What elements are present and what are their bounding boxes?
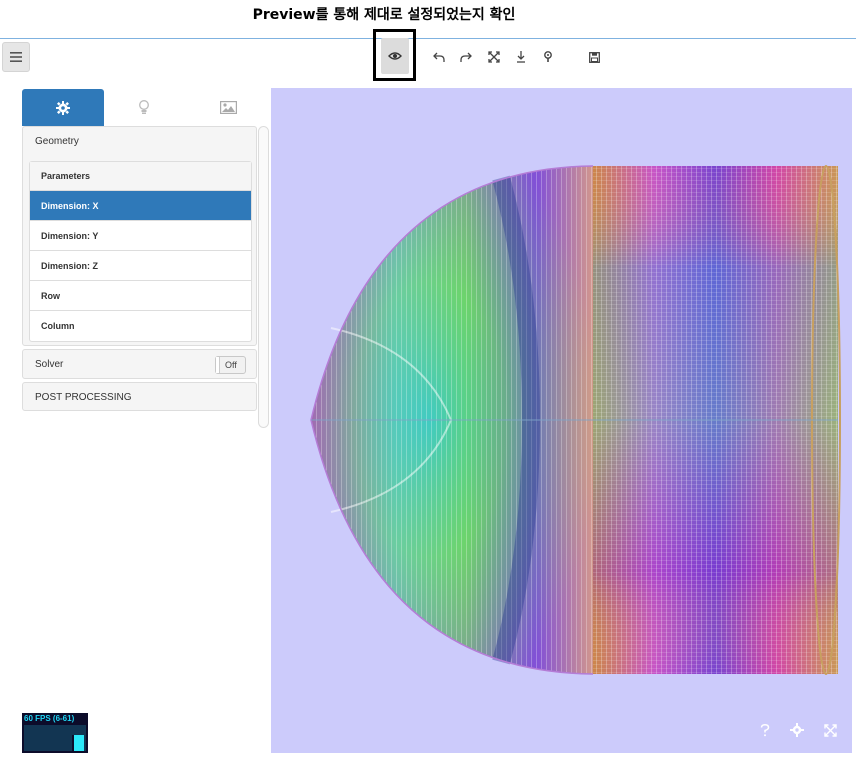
undo-icon — [433, 52, 445, 62]
mesh-render — [310, 165, 841, 675]
geometry-panel: Geometry Parameters Dimension: X Dimensi… — [22, 126, 257, 346]
fit-expand-icon — [488, 51, 500, 63]
annotation-caption: Preview를 통해 제대로 설정되었는지 확인 — [252, 7, 516, 23]
fps-bar — [74, 735, 84, 751]
parameters-header: Parameters — [30, 162, 251, 191]
fullscreen-icon — [823, 723, 837, 737]
solver-toggle[interactable]: Off — [215, 356, 246, 374]
undo-button[interactable] — [426, 39, 452, 75]
fps-meter: 60 FPS (6-61) — [22, 713, 88, 753]
top-toolbar — [0, 38, 856, 74]
preview-eye-icon — [388, 52, 402, 60]
fit-expand-button[interactable] — [481, 39, 507, 75]
redo-icon — [460, 52, 472, 62]
list-item-dimension-y[interactable]: Dimension: Y — [30, 221, 251, 251]
lightbulb-icon — [139, 100, 149, 114]
hamburger-menu-button[interactable] — [2, 42, 30, 72]
3d-viewport[interactable] — [271, 88, 852, 753]
image-icon — [219, 101, 237, 114]
save-icon — [588, 51, 600, 63]
tab-settings[interactable] — [22, 89, 104, 126]
post-processing-panel: POST PROCESSING — [22, 382, 257, 411]
download-button[interactable] — [508, 39, 534, 75]
solver-panel: Solver Off — [22, 349, 257, 379]
fps-graph — [24, 725, 86, 751]
tab-hints[interactable] — [122, 89, 166, 126]
geometry-panel-title[interactable]: Geometry — [35, 136, 79, 147]
save-button[interactable] — [581, 39, 607, 75]
post-processing-title[interactable]: POST PROCESSING — [35, 392, 132, 403]
help-icon — [760, 723, 770, 736]
toggle-knob — [216, 357, 220, 373]
hint-icon — [544, 51, 552, 62]
viewport-fullscreen-button[interactable] — [822, 722, 838, 738]
sidebar-scrollbar[interactable] — [258, 126, 269, 428]
gear-icon — [56, 100, 70, 115]
sidebar-tabs — [22, 89, 258, 126]
fps-bar-gap — [72, 735, 74, 751]
list-item-dimension-x[interactable]: Dimension: X — [30, 191, 251, 221]
hint-button[interactable] — [535, 39, 561, 75]
redo-button[interactable] — [453, 39, 479, 75]
fps-label: 60 FPS (6-61) — [24, 714, 75, 723]
hamburger-menu-icon — [10, 52, 22, 62]
viewport-settings-button[interactable] — [789, 722, 805, 738]
list-item-dimension-z[interactable]: Dimension: Z — [30, 251, 251, 281]
list-item-column[interactable]: Column — [41, 321, 75, 331]
solver-panel-title[interactable]: Solver — [35, 359, 64, 370]
list-item-row[interactable]: Row — [30, 281, 251, 311]
settings-icon — [790, 723, 804, 737]
geometry-parameter-list: Parameters Dimension: X Dimension: Y Dim… — [29, 161, 252, 342]
preview-highlight-box — [373, 29, 416, 81]
solver-toggle-label: Off — [225, 360, 237, 370]
viewport-help-button[interactable] — [757, 722, 773, 738]
preview-button[interactable] — [381, 38, 409, 74]
tab-image[interactable] — [208, 89, 248, 126]
download-icon — [517, 51, 525, 63]
